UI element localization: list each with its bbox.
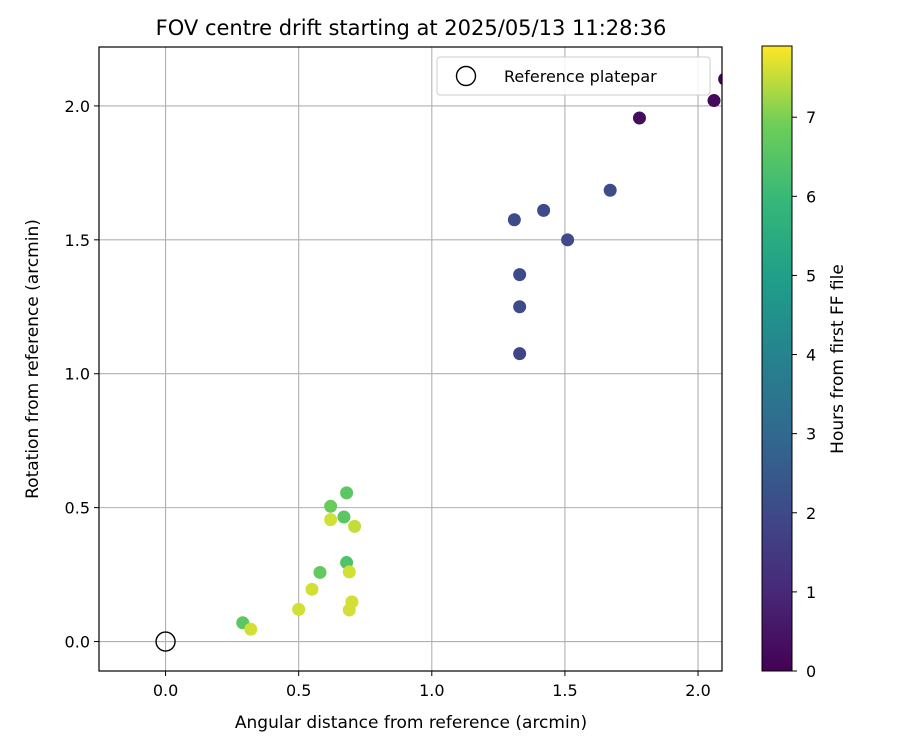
data-point [513,300,527,314]
data-point [313,565,327,579]
colorbar-gradient [761,45,793,672]
data-point [348,519,362,533]
reference-marker-group [155,631,176,652]
colorbar-label: Hours from first FF file [828,264,848,454]
y-axis-label: Rotation from reference (arcmin) [23,219,43,499]
colorbar: 0 1 2 3 4 5 6 7 Hours from first FF file [761,45,848,681]
data-point [337,510,351,524]
plot-frame [98,46,723,672]
x-axis-label: Angular distance from reference (arcmin) [235,713,587,733]
data-point [342,565,356,579]
colorbar-tick-label: 4 [806,346,816,365]
data-point [342,603,356,617]
y-tick-label: 0.5 [65,499,90,518]
colorbar-tick-label: 0 [806,662,816,681]
x-tick-label: 0.0 [153,681,178,700]
colorbar-tick-label: 5 [806,266,816,285]
colorbar-tick-label: 3 [806,425,816,444]
y-axis-ticks: 0.0 0.5 1.0 1.5 2.0 [65,97,99,652]
y-tick-label: 1.0 [65,365,90,384]
grid-lines [99,47,722,671]
y-tick-label: 2.0 [65,97,90,116]
data-point [292,602,306,616]
x-tick-label: 1.0 [419,681,444,700]
y-tick-label: 1.5 [65,231,90,250]
data-point [507,213,521,227]
data-points [236,73,722,636]
colorbar-tick-label: 2 [806,504,816,523]
y-tick-label: 0.0 [65,633,90,652]
data-point [513,268,527,282]
data-point [603,183,617,197]
x-tick-label: 1.5 [552,681,577,700]
data-point [718,73,722,86]
colorbar-tick-label: 1 [806,583,816,602]
data-point [340,486,354,500]
data-point [561,233,575,247]
x-axis-ticks: 0.0 0.5 1.0 1.5 2.0 [153,671,711,700]
data-point [324,513,338,527]
data-point [632,111,646,125]
data-point [305,582,319,596]
chart-title: FOV centre drift starting at 2025/05/13 … [156,16,667,40]
x-tick-label: 2.0 [685,681,710,700]
data-point [324,499,338,513]
colorbar-tick-label: 6 [806,187,816,206]
legend-marker-icon [455,65,477,87]
data-point [537,203,551,217]
legend-entry-label: Reference platepar [504,67,657,86]
data-point [513,347,527,361]
legend: Reference platepar [436,56,711,96]
colorbar-tick-label: 7 [806,108,816,127]
reference-marker [155,631,176,652]
data-point [244,622,258,636]
legend-box [436,56,711,96]
colorbar-ticks: 0 1 2 3 4 5 6 7 [792,108,816,681]
x-tick-label: 0.5 [286,681,311,700]
data-point [707,94,721,108]
